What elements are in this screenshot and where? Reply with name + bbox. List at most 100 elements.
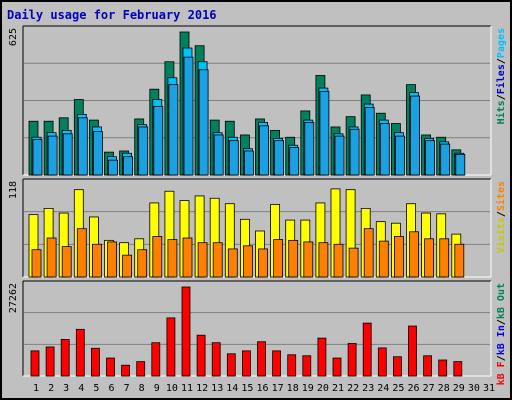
x-tick-label: 22 bbox=[347, 383, 359, 394]
kb-f-bar bbox=[226, 353, 236, 377]
pages-bar bbox=[32, 139, 43, 176]
sites-bar bbox=[212, 242, 223, 278]
sites-bar bbox=[318, 242, 329, 278]
kb-f-bar bbox=[272, 350, 282, 377]
sites-bar bbox=[182, 237, 193, 278]
x-tick-label: 14 bbox=[226, 383, 238, 394]
pages-bar bbox=[213, 134, 224, 176]
pages-bar bbox=[123, 156, 133, 176]
x-tick-label: 27 bbox=[423, 383, 435, 394]
pages-bar bbox=[198, 69, 209, 176]
kb-f-bar bbox=[423, 355, 433, 377]
x-tick-label: 8 bbox=[139, 383, 145, 394]
kb-f-bar bbox=[302, 355, 312, 377]
x-tick-label: 18 bbox=[287, 383, 299, 394]
hits-files-pages-legend: Hits/Files/Pages bbox=[495, 28, 507, 124]
pages-bar bbox=[183, 56, 194, 176]
kbytes-max-label: 27262 bbox=[8, 283, 19, 313]
legend-part: / bbox=[496, 58, 507, 64]
pages-bar bbox=[62, 133, 73, 176]
sites-bar bbox=[61, 246, 72, 278]
x-tick-label: 10 bbox=[166, 383, 178, 394]
kb-f-bar bbox=[347, 342, 357, 377]
sites-bar bbox=[167, 239, 178, 278]
legend-part: / bbox=[496, 94, 507, 100]
x-tick-label: 16 bbox=[256, 383, 268, 394]
sites-bar bbox=[378, 240, 389, 278]
x-tick-label: 3 bbox=[63, 383, 69, 394]
sites-bar bbox=[288, 239, 299, 278]
sites-bar bbox=[424, 238, 435, 278]
pages-bar bbox=[410, 95, 420, 176]
pages-bar bbox=[379, 123, 390, 176]
pages-bar bbox=[289, 147, 300, 176]
kb-f-bar bbox=[287, 354, 297, 377]
pages-bar bbox=[108, 159, 118, 176]
kb-f-bar bbox=[45, 346, 55, 377]
kb-f-bar bbox=[438, 359, 448, 377]
sites-bar bbox=[348, 247, 359, 278]
chart-title: Daily usage for February 2016 bbox=[7, 8, 217, 22]
x-tick-label: 12 bbox=[196, 383, 208, 394]
x-tick-label: 19 bbox=[302, 383, 314, 394]
pages-bar bbox=[228, 140, 239, 176]
x-tick-label: 30 bbox=[468, 383, 480, 394]
sites-bar bbox=[333, 243, 344, 278]
x-tick-label: 15 bbox=[241, 383, 253, 394]
x-tick-label: 4 bbox=[78, 383, 84, 394]
sites-bar bbox=[363, 228, 374, 278]
x-tick-label: 17 bbox=[272, 383, 284, 394]
sites-bar bbox=[454, 243, 465, 278]
x-tick-label: 1 bbox=[33, 383, 39, 394]
legend-part: / bbox=[496, 319, 507, 325]
sites-bar bbox=[439, 238, 450, 278]
kb-f-bar bbox=[136, 361, 146, 377]
x-tick-label: 9 bbox=[154, 383, 160, 394]
pages-bar bbox=[364, 107, 375, 176]
pages-bar bbox=[77, 117, 88, 176]
pages-bar bbox=[440, 143, 451, 176]
visits-sites-max-label: 118 bbox=[8, 181, 19, 199]
kb-f-bar bbox=[166, 317, 176, 377]
pages-bar bbox=[47, 135, 58, 176]
pages-bar bbox=[455, 154, 466, 176]
kb-f-bar bbox=[30, 350, 40, 377]
legend-part: Visits bbox=[495, 217, 507, 253]
x-tick-label: 25 bbox=[392, 383, 404, 394]
kb-f-bar bbox=[241, 350, 251, 377]
pages-bar bbox=[394, 135, 405, 176]
hits-files-pages-max-label: 625 bbox=[8, 28, 19, 46]
kb-f-bar bbox=[377, 347, 387, 377]
kb-f-bar bbox=[181, 286, 191, 377]
legend-part: Sites bbox=[495, 181, 507, 211]
kb-f-bar bbox=[332, 357, 342, 377]
pages-bar bbox=[319, 91, 330, 176]
sites-bar bbox=[242, 245, 253, 278]
sites-bar bbox=[92, 243, 102, 278]
sites-bar bbox=[31, 249, 42, 278]
x-tick-label: 5 bbox=[93, 383, 99, 394]
legend-part: kB F bbox=[496, 361, 507, 385]
legend-part: kB Out bbox=[496, 283, 507, 319]
legend-part: kB In bbox=[496, 325, 507, 355]
pages-bar bbox=[243, 150, 254, 176]
legend-part: / bbox=[496, 211, 507, 217]
sites-bar bbox=[197, 242, 208, 278]
pages-bar bbox=[334, 135, 345, 176]
sites-bar bbox=[76, 228, 87, 278]
pages-bar bbox=[153, 105, 164, 176]
kb-f-bar bbox=[453, 361, 463, 377]
x-tick-label: 11 bbox=[181, 383, 193, 394]
kb-f-bar bbox=[151, 342, 161, 377]
x-tick-label: 6 bbox=[108, 383, 114, 394]
sites-bar bbox=[46, 237, 57, 278]
sites-bar bbox=[303, 241, 314, 278]
kb-f-bar bbox=[60, 339, 70, 377]
kb-f-bar bbox=[257, 341, 266, 377]
visits-sites-legend: Visits/Sites bbox=[495, 181, 507, 253]
sites-bar bbox=[122, 254, 132, 278]
kbytes-legend: kB F/kB In/kB Out bbox=[496, 283, 507, 385]
pages-bar bbox=[274, 140, 285, 176]
kb-f-bar bbox=[75, 328, 85, 377]
pages-bar bbox=[349, 128, 360, 176]
